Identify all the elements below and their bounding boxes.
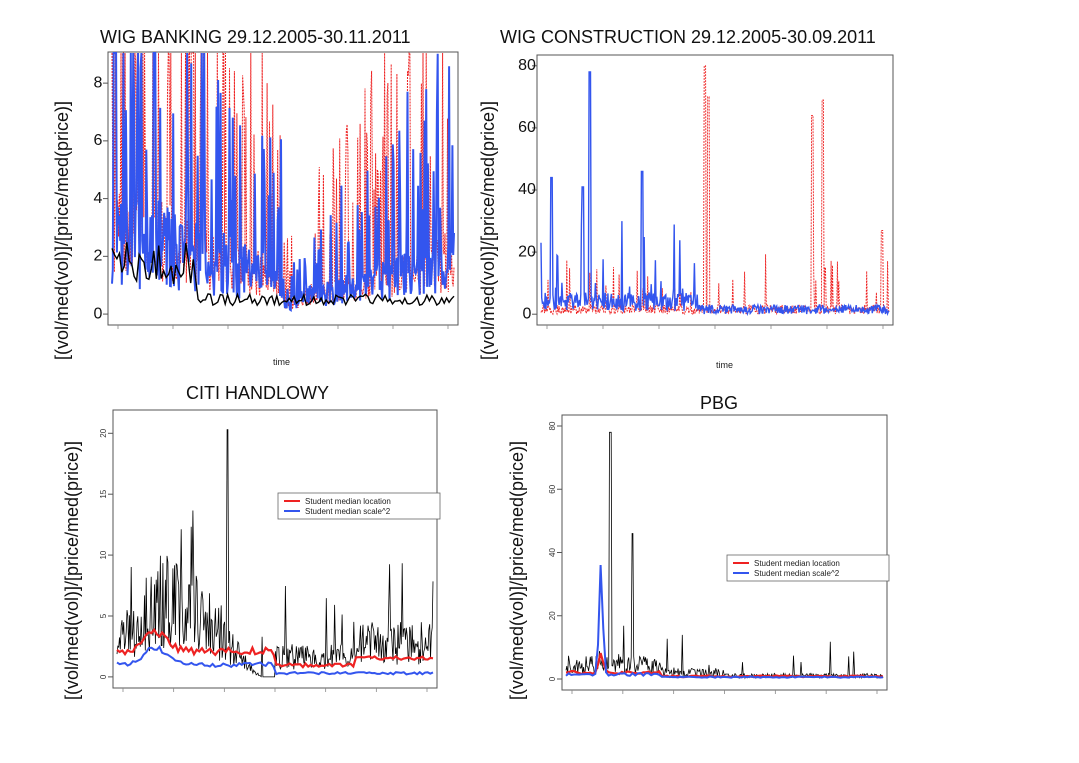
- y-tick-label: 4: [94, 190, 103, 207]
- y-tick-label: 20: [548, 611, 557, 620]
- y-tick-label: 5: [99, 613, 108, 618]
- legend-box: [277, 492, 441, 520]
- series-blue: [111, 52, 455, 313]
- series-location: [116, 627, 434, 669]
- chart-title-wig-banking: WIG BANKING 29.12.2005-30.11.2011: [100, 27, 411, 47]
- series-scale: [565, 564, 884, 679]
- plot-frame-pbg: [561, 414, 888, 691]
- legend-label-location: Student median location: [754, 559, 840, 568]
- y-tick-label: 80: [518, 57, 536, 74]
- series-location: [565, 652, 884, 679]
- y-tick-label: 40: [548, 548, 557, 557]
- y-tick-label: 0: [94, 305, 103, 322]
- y-tick-label: 6: [94, 132, 103, 149]
- y-tick-label: 0: [99, 674, 108, 679]
- series-scale: [116, 644, 434, 676]
- x-axis-label-wig-banking: time: [273, 357, 291, 367]
- series-blue: [540, 71, 890, 317]
- chart-title-pbg: PBG: [700, 393, 739, 413]
- y-tick-label: 10: [99, 550, 108, 559]
- legend-box: [726, 554, 890, 582]
- series-raw: [116, 429, 434, 678]
- y-tick-label: 0: [523, 305, 532, 322]
- y-tick-label: 8: [94, 74, 103, 91]
- y-tick-label: 15: [99, 489, 108, 498]
- y-tick-label: 20: [518, 243, 536, 260]
- y-tick-label: 0: [548, 676, 557, 681]
- y-tick-label: 20: [99, 428, 108, 437]
- legend-label-scale: Student median scale^2: [754, 569, 840, 578]
- y-tick-label: 40: [518, 181, 536, 198]
- chart-title-wig-construction: WIG CONSTRUCTION 29.12.2005-30.09.2011: [500, 27, 876, 47]
- y-tick-label: 60: [518, 119, 536, 136]
- legend-label-location: Student median location: [305, 497, 391, 506]
- series-black: [111, 242, 455, 307]
- y-tick-label: 2: [94, 248, 103, 265]
- chart-title-citi-handlowy: CITI HANDLOWY: [186, 383, 330, 403]
- x-axis-label-wig-construction: time: [716, 360, 734, 370]
- legend-label-scale: Student median scale^2: [305, 507, 391, 516]
- y-tick-label: 60: [548, 484, 557, 493]
- y-tick-label: 80: [548, 421, 557, 430]
- series-raw: [565, 431, 884, 680]
